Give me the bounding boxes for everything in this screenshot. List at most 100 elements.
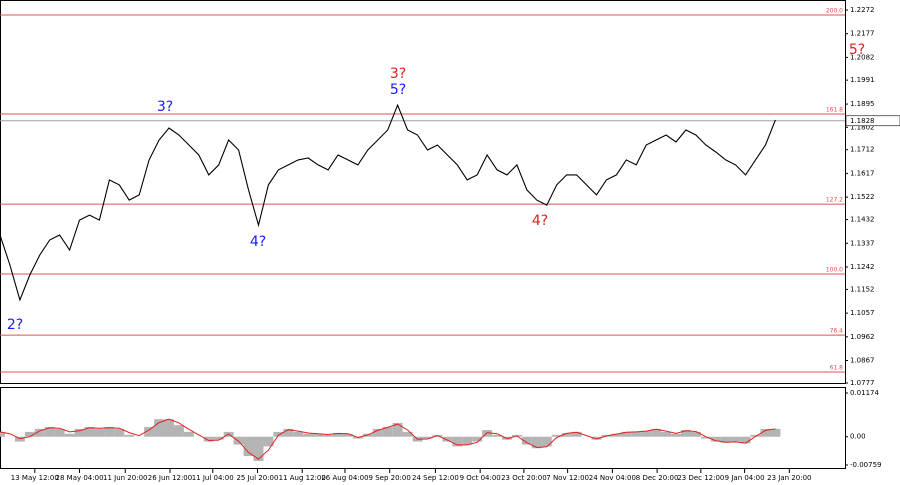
- histogram-bar: [641, 430, 652, 437]
- y-tick-label: 1.1432: [850, 216, 875, 224]
- price-panel: [0, 0, 846, 384]
- fib-label: 127.2: [826, 197, 843, 204]
- x-tick-label: 26 Aug 04:00: [321, 474, 368, 482]
- wave-label: 4?: [532, 213, 548, 229]
- histogram-bar: [382, 427, 393, 437]
- oscillator-panel: [0, 387, 846, 469]
- histogram-bar: [621, 431, 632, 437]
- histogram-bar: [680, 430, 691, 437]
- histogram-bar: [740, 436, 751, 444]
- y-tick-label: 1.1057: [850, 309, 875, 317]
- histogram-bar: [661, 431, 672, 437]
- x-tick-label: 9 Sep 20:00: [369, 474, 411, 482]
- y-tick-label: 1.0777: [850, 379, 875, 387]
- histogram-bar: [164, 419, 174, 437]
- histogram-bar: [561, 433, 572, 437]
- y-tick-label: 1.2272: [850, 6, 875, 14]
- x-tick-label: 24 Sep 12:00: [412, 474, 459, 482]
- histogram-bar: [124, 434, 135, 437]
- histogram-bar: [303, 433, 314, 437]
- histogram-bar: [671, 433, 681, 437]
- fib-label: 76.4: [830, 328, 844, 335]
- y-tick-label: 1.1712: [850, 146, 875, 154]
- wave-label: 3?: [157, 99, 173, 115]
- histogram-bar: [611, 433, 622, 437]
- x-tick-label: 25 Jul 20:00: [236, 474, 278, 482]
- fib-label: 100.0: [826, 266, 843, 273]
- histogram-bar: [213, 436, 224, 440]
- current-price-box: [845, 115, 900, 127]
- y-tick-label: 0.01174: [850, 389, 879, 397]
- histogram-bar: [482, 430, 493, 437]
- histogram-bar: [571, 431, 582, 437]
- histogram-bar: [333, 433, 343, 437]
- histogram-bar: [203, 436, 214, 442]
- y-tick-label: 1.1337: [850, 239, 875, 247]
- y-tick-label: -0.00759: [850, 461, 881, 469]
- histogram-bar: [770, 428, 781, 437]
- histogram-bar: [253, 436, 264, 461]
- histogram-bar: [24, 431, 35, 437]
- y-tick-label: 1.2177: [850, 30, 875, 38]
- histogram-bar: [273, 431, 284, 437]
- x-tick-label: 11 Aug 12:00: [279, 474, 326, 482]
- y-tick-label: 1.0867: [850, 357, 875, 365]
- histogram-bar: [342, 433, 353, 437]
- x-tick-label: 23 Oct 20:00: [501, 474, 547, 482]
- y-tick-label: 1.1802: [850, 123, 875, 131]
- fib-label: 161.8: [826, 107, 843, 114]
- histogram-bar: [631, 431, 642, 437]
- histogram-bar: [34, 428, 45, 437]
- histogram-bar: [750, 434, 761, 437]
- histogram-bar: [442, 436, 453, 442]
- wave-label: 5?: [849, 42, 865, 58]
- y-tick-label: 1.1895: [850, 100, 875, 108]
- histogram-bar: [462, 436, 473, 445]
- current-price-label: 1.1828: [850, 117, 875, 125]
- y-tick-label: 0.00: [850, 433, 866, 441]
- histogram-bar: [531, 436, 542, 449]
- histogram-bar: [104, 427, 115, 437]
- histogram-bar: [283, 428, 294, 437]
- histogram-bar: [720, 436, 731, 443]
- histogram-bar: [492, 434, 503, 437]
- histogram-bar: [521, 436, 532, 445]
- x-tick-label: 9 Jan 04:00: [725, 474, 765, 482]
- x-tick-label: 24 Nov 04:00: [589, 474, 636, 482]
- y-tick-label: 1.2082: [850, 53, 875, 61]
- histogram-bar: [700, 436, 711, 439]
- histogram-bar: [591, 436, 602, 440]
- fib-label: 61.8: [830, 365, 844, 372]
- x-tick-label: 7 Nov 12:00: [546, 474, 589, 482]
- histogram-bar: [690, 431, 701, 437]
- x-tick-label: 26 Jun 12:00: [148, 474, 192, 482]
- histogram-bar: [710, 436, 721, 442]
- signal-line: [0, 418, 776, 460]
- histogram-bar: [313, 433, 324, 437]
- y-tick-label: 1.1991: [850, 76, 875, 84]
- histogram-bar: [64, 433, 75, 437]
- x-tick-label: 23 Jan 20:00: [767, 474, 811, 482]
- histogram-bar: [154, 419, 165, 437]
- histogram-bar: [144, 427, 155, 437]
- x-tick-label: 28 May 04:00: [56, 474, 104, 482]
- histogram-bar: [0, 431, 5, 437]
- wave-label: 2?: [7, 317, 23, 333]
- x-tick-label: 11 Jun 20:00: [103, 474, 147, 482]
- y-tick-label: 1.1152: [850, 285, 875, 293]
- x-tick-label: 13 May 12:00: [11, 474, 59, 482]
- histogram-bar: [323, 434, 334, 437]
- histogram-bar: [74, 428, 85, 437]
- histogram-bar: [422, 436, 433, 439]
- histogram-bar: [541, 436, 552, 447]
- histogram-bar: [452, 436, 463, 447]
- y-tick-label: 1.1617: [850, 169, 875, 177]
- wave-label: 4?: [250, 234, 266, 250]
- histogram-bar: [551, 434, 562, 437]
- y-tick-label: 1.0962: [850, 333, 875, 341]
- histogram-bar: [243, 436, 254, 457]
- y-tick-label: 1.1242: [850, 263, 875, 271]
- histogram-bar: [14, 436, 25, 442]
